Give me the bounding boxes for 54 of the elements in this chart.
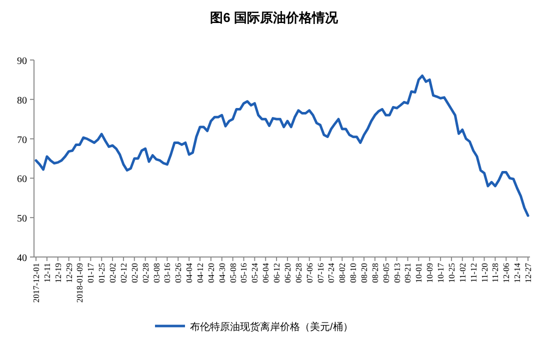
x-tick-label: 08-28 (370, 263, 380, 283)
x-tick-label: 11-12 (468, 263, 478, 283)
x-tick-label: 04-30 (216, 263, 227, 283)
x-tick-label: 04-04 (184, 262, 194, 283)
legend-label: 布伦特原油现货离岸价格（美元/桶） (190, 321, 353, 333)
x-tick-label: 02-02 (108, 263, 118, 283)
x-tick-label: 06-04 (260, 262, 271, 283)
x-tick-label: 10-25 (446, 263, 456, 283)
x-tick-label: 08-10 (348, 263, 358, 283)
x-tick-label: 01-17 (86, 263, 96, 283)
x-tick-label: 10-09 (424, 263, 435, 283)
x-tick-label: 10-17 (436, 263, 446, 283)
x-tick-label: 11-20 (479, 263, 490, 283)
x-tick-label: 07-16 (315, 263, 326, 283)
x-tick-label: 05-24 (250, 262, 260, 283)
x-tick-label: 07-24 (326, 262, 336, 283)
y-tick-label: 50 (17, 214, 27, 225)
x-tick-label: 02-20 (129, 263, 140, 283)
x-tick-label: 02-28 (140, 263, 150, 283)
x-tick-label: 05-08 (228, 263, 238, 283)
x-tick-label: 03-26 (173, 263, 184, 283)
x-tick-label: 09-21 (402, 263, 413, 283)
x-tick-label: 06-12 (272, 263, 282, 283)
x-tick-label: 01-25 (96, 263, 107, 283)
x-tick-label: 08-02 (337, 263, 348, 283)
x-tick-label: 03-16 (162, 263, 172, 283)
y-tick-label: 60 (17, 174, 27, 186)
x-tick-label: 2017-12-01 (31, 263, 41, 303)
x-tick-label: 09-13 (392, 263, 402, 283)
x-tick-label: 08-20 (359, 263, 369, 283)
y-tick-label: 70 (17, 134, 27, 146)
x-tick-label: 04-20 (206, 263, 216, 283)
y-tick-label: 90 (17, 56, 27, 67)
x-tick-label: 10-01 (414, 263, 424, 283)
y-tick-label: 40 (17, 253, 27, 264)
x-tick-label: 03-08 (151, 263, 162, 283)
x-tick-label: 11-28 (490, 263, 500, 283)
x-tick-label: 07-06 (304, 263, 314, 283)
x-tick-label: 04-12 (195, 263, 205, 283)
x-tick-label: 12-29 (64, 263, 74, 283)
x-tick-label: 12-27 (523, 263, 533, 283)
x-tick-label: 2018-01-09 (74, 263, 85, 303)
x-tick-label: 12-19 (52, 263, 63, 283)
chart-title: 图6 国际原油价格情况 (210, 10, 339, 25)
x-tick-label: 11-02 (457, 263, 468, 283)
x-tick-label: 05-16 (238, 263, 249, 283)
x-tick-label: 09-05 (380, 263, 391, 283)
x-tick-label: 12-11 (42, 263, 52, 283)
y-tick-label: 80 (17, 95, 27, 106)
x-tick-label: 02-12 (118, 263, 128, 283)
x-tick-label: 06-20 (282, 263, 292, 283)
x-tick-label: 12-14 (512, 262, 522, 283)
x-tick-label: 06-28 (293, 263, 304, 283)
x-tick-label: 12-06 (501, 263, 512, 283)
